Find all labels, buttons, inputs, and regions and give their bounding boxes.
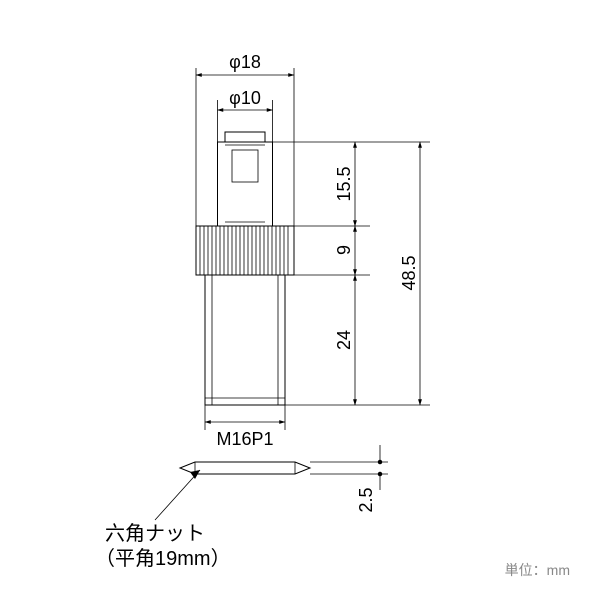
dim-48-5: 48.5: [399, 142, 420, 405]
nut-label-2: （平角19mm）: [95, 547, 231, 570]
dim-15-5-label: 15.5: [334, 166, 354, 201]
dim-9: 9: [334, 226, 355, 275]
unit-label: 単位：mm: [505, 562, 570, 578]
dim-d18-label: φ18: [229, 52, 261, 72]
part-thread-body: [205, 275, 285, 405]
dim-48-5-label: 48.5: [399, 255, 419, 290]
dim-9-label: 9: [334, 245, 354, 255]
part-button: [218, 132, 273, 226]
dim-24: 24: [334, 275, 355, 405]
dim-nut-t: 2.5: [310, 445, 388, 513]
dim-thread-label: M16P1: [216, 429, 273, 449]
dim-15-5: 15.5: [334, 142, 355, 226]
dim-d10: φ10: [218, 88, 273, 142]
dim-nut-t-label: 2.5: [356, 487, 376, 512]
nut-leader: [155, 470, 200, 520]
hex-nut: [180, 462, 310, 474]
collar-hatching: [200, 226, 288, 275]
nut-label-1: 六角ナット: [105, 522, 205, 545]
part-collar: [196, 226, 294, 275]
dim-thread: M16P1: [205, 405, 285, 449]
dim-d18: φ18: [196, 52, 294, 226]
dim-24-label: 24: [334, 330, 354, 350]
dim-d10-label: φ10: [229, 88, 261, 108]
